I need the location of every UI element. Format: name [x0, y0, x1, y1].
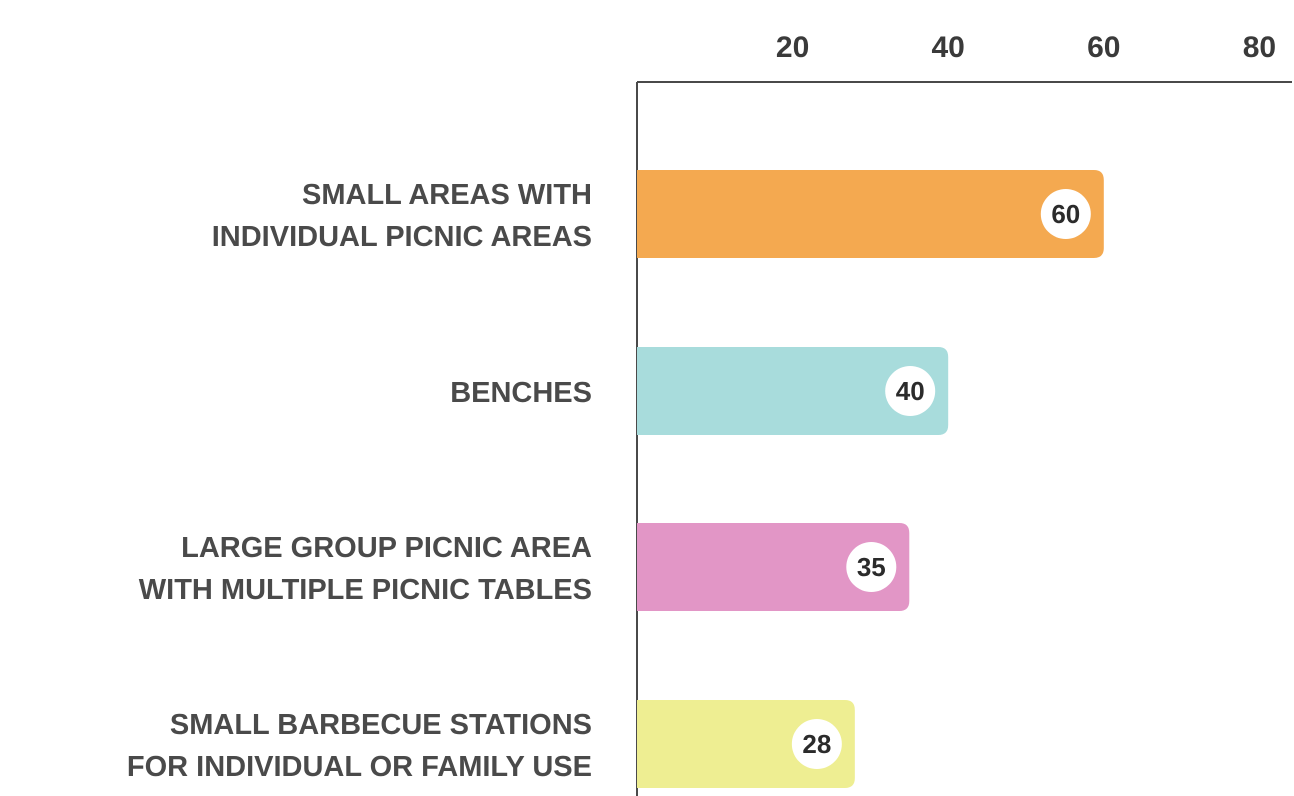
- category-label: BENCHES: [450, 377, 592, 409]
- value-label: 60: [1051, 199, 1080, 229]
- value-label: 40: [896, 376, 925, 406]
- bar: [637, 170, 1104, 258]
- value-label: 28: [802, 729, 831, 759]
- category-label: SMALL AREAS WITH INDIVIDUAL PICNIC AREAS: [212, 179, 592, 253]
- value-label: 35: [857, 552, 886, 582]
- x-tick-label: 20: [776, 31, 809, 64]
- value-badge: [885, 366, 936, 416]
- category-label-line: SMALL AREAS WITH: [302, 179, 592, 211]
- x-axis-ticks: 20 40 60 80: [776, 31, 1276, 64]
- category-label-line: SMALL BARBECUE STATIONS: [170, 709, 592, 741]
- x-tick-label: 40: [932, 31, 965, 64]
- value-badge: [846, 542, 897, 592]
- bar: [637, 523, 910, 611]
- category-label-line: LARGE GROUP PICNIC AREA: [181, 532, 592, 564]
- bar: [637, 347, 949, 435]
- category-label-line: FOR INDIVIDUAL OR FAMILY USE: [127, 751, 592, 783]
- value-badge: [1040, 189, 1091, 239]
- category-label: SMALL BARBECUE STATIONS FOR INDIVIDUAL OR…: [127, 709, 592, 783]
- category-label: LARGE GROUP PICNIC AREA WITH MULTIPLE PIC…: [139, 532, 592, 606]
- x-tick-label: 60: [1087, 31, 1120, 64]
- x-tick-label: 80: [1243, 31, 1276, 64]
- bar: [637, 700, 855, 788]
- category-label-line: WITH MULTIPLE PICNIC TABLES: [139, 574, 592, 606]
- value-labels: 60 40 35 28: [791, 189, 1091, 769]
- bars: [637, 170, 1104, 788]
- value-badge: [791, 719, 842, 769]
- category-label-line: INDIVIDUAL PICNIC AREAS: [212, 221, 592, 253]
- category-labels: SMALL AREAS WITH INDIVIDUAL PICNIC AREAS B…: [127, 179, 592, 783]
- category-label-line: BENCHES: [450, 377, 592, 409]
